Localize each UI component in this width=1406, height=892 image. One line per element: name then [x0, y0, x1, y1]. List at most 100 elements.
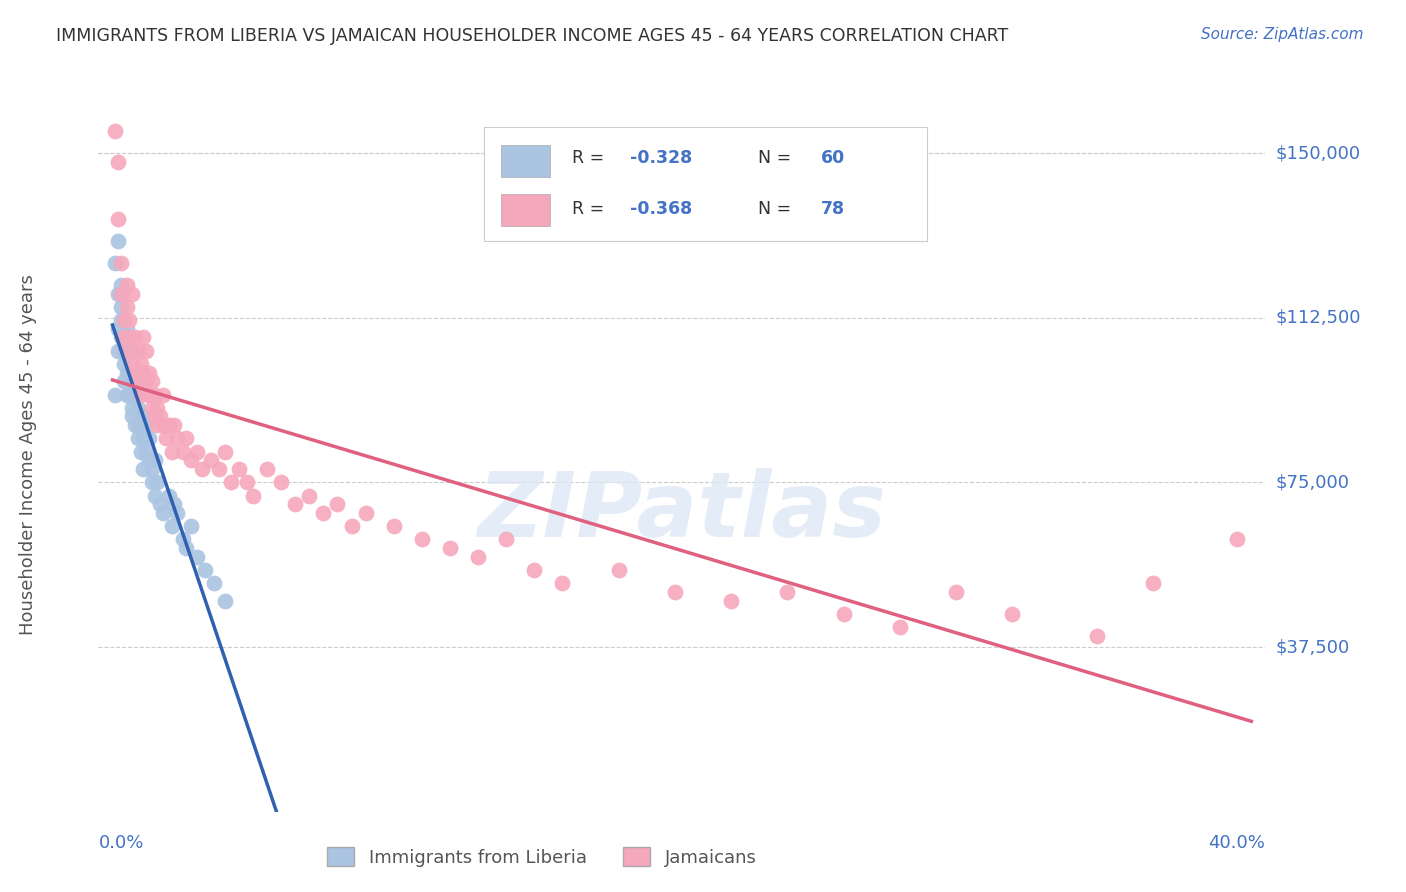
Point	[832, 607, 855, 621]
Point	[163, 418, 186, 433]
Point	[110, 256, 132, 270]
Point	[382, 519, 405, 533]
Point	[298, 489, 321, 503]
Point	[143, 409, 166, 424]
Point	[1142, 576, 1164, 591]
Point	[551, 576, 574, 591]
Point	[186, 444, 208, 458]
Point	[110, 300, 132, 314]
Point	[138, 366, 160, 380]
Point	[127, 401, 149, 415]
Point	[121, 343, 143, 358]
Point	[112, 330, 135, 344]
Point	[160, 444, 183, 458]
Point	[112, 343, 135, 358]
Point	[208, 462, 231, 476]
Point	[143, 489, 166, 503]
Point	[110, 330, 132, 344]
Text: Householder Income Ages 45 - 64 years: Householder Income Ages 45 - 64 years	[20, 275, 37, 635]
Point	[172, 533, 194, 547]
Point	[107, 321, 129, 335]
Point	[115, 366, 138, 380]
Point	[312, 506, 335, 520]
Point	[284, 497, 307, 511]
Point	[523, 563, 546, 577]
Point	[118, 387, 141, 401]
Text: 40.0%: 40.0%	[1209, 834, 1265, 852]
Point	[166, 432, 188, 446]
Text: N =: N =	[758, 201, 797, 219]
Point	[135, 418, 157, 433]
Point	[200, 453, 222, 467]
Point	[121, 286, 143, 301]
Point	[236, 475, 259, 490]
Point	[132, 330, 155, 344]
Point	[214, 444, 236, 458]
Point	[121, 401, 143, 415]
Point	[163, 497, 186, 511]
Point	[191, 462, 214, 476]
Point	[1085, 629, 1108, 643]
Point	[219, 475, 242, 490]
Point	[720, 594, 742, 608]
Point	[411, 533, 433, 547]
Text: ZIPatlas: ZIPatlas	[478, 468, 886, 556]
Point	[118, 330, 141, 344]
Point	[124, 387, 146, 401]
Point	[132, 366, 155, 380]
Point	[141, 375, 163, 389]
Point	[104, 256, 127, 270]
Point	[160, 519, 183, 533]
Point	[242, 489, 264, 503]
Text: Source: ZipAtlas.com: Source: ZipAtlas.com	[1201, 27, 1364, 42]
Point	[155, 432, 177, 446]
Point	[138, 432, 160, 446]
Point	[115, 387, 138, 401]
Point	[149, 497, 172, 511]
Point	[107, 286, 129, 301]
Point	[115, 321, 138, 335]
Point	[256, 462, 278, 476]
Point	[129, 387, 152, 401]
Point	[186, 549, 208, 564]
Point	[776, 585, 799, 599]
Point	[121, 387, 143, 401]
Point	[149, 409, 172, 424]
Point	[152, 387, 174, 401]
Point	[152, 506, 174, 520]
Point	[354, 506, 377, 520]
Point	[157, 418, 180, 433]
Point	[180, 519, 202, 533]
Point	[129, 444, 152, 458]
Point	[115, 300, 138, 314]
Point	[326, 497, 349, 511]
Point	[127, 343, 149, 358]
Point	[107, 154, 129, 169]
Text: $37,500: $37,500	[1275, 638, 1350, 656]
Text: R =: R =	[572, 201, 610, 219]
Point	[132, 409, 155, 424]
Point	[118, 313, 141, 327]
Text: -0.328: -0.328	[630, 149, 692, 167]
Point	[945, 585, 967, 599]
Point	[132, 432, 155, 446]
Point	[1226, 533, 1249, 547]
Point	[172, 444, 194, 458]
Point	[115, 277, 138, 292]
Point	[107, 343, 129, 358]
Point	[141, 401, 163, 415]
Point	[202, 576, 225, 591]
Point	[143, 453, 166, 467]
Point	[115, 343, 138, 358]
Point	[141, 462, 163, 476]
Point	[141, 475, 163, 490]
Point	[180, 453, 202, 467]
Point	[121, 357, 143, 371]
Text: N =: N =	[758, 149, 797, 167]
Point	[194, 563, 217, 577]
Point	[127, 375, 149, 389]
Point	[124, 366, 146, 380]
Point	[110, 286, 132, 301]
Point	[143, 387, 166, 401]
Point	[157, 489, 180, 503]
